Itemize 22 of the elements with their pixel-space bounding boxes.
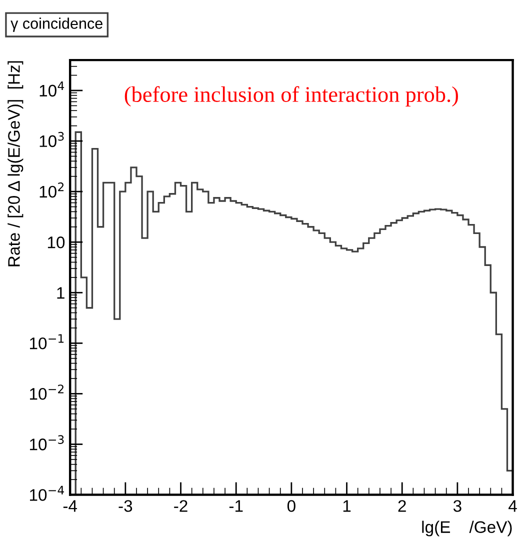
y-tick-label: 10$^{2}$	[40, 182, 64, 198]
y-tick-label: 10$^{4}$	[40, 82, 64, 97]
x-tick-label: 0	[287, 500, 296, 512]
y-tick-label: 10$^{−3}$	[30, 435, 64, 450]
x-tick-label: 1	[343, 500, 351, 512]
x-tick-label: -1	[229, 500, 243, 512]
y-tick-label: 10$^{−4}$	[30, 486, 64, 501]
y-axis-title: Rate / [20 Δ lg(E/GeV)] [Hz]	[8, 61, 24, 266]
x-tick-label: -4	[63, 500, 78, 512]
annotation: (before inclusion of interaction prob.)	[124, 86, 458, 107]
y-tick-label: 1	[57, 287, 64, 299]
x-tick-label: -3	[118, 500, 132, 512]
chart-title: γ coincidence	[10, 18, 102, 32]
x-axis-title: lg(E /GeV)	[422, 520, 512, 536]
y-tick-label: 10	[48, 236, 65, 248]
x-tick-label: -2	[174, 500, 188, 512]
x-tick-label: 3	[453, 500, 462, 512]
y-tick-label: 10$^{−2}$	[30, 384, 64, 400]
x-tick-label: 2	[398, 500, 406, 512]
y-tick-label: 10$^{3}$	[40, 132, 64, 148]
y-tick-label: 10$^{−1}$	[30, 334, 64, 350]
x-tick-label: 4	[508, 500, 517, 512]
